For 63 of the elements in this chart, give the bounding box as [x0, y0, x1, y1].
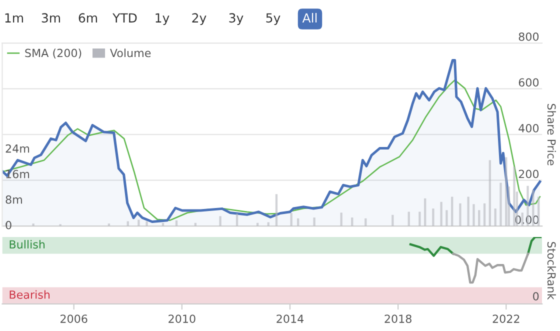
bar [505, 157, 508, 226]
bar [537, 196, 540, 226]
band-label: Bullish [10, 240, 45, 249]
x-tick-label: 2014 [276, 314, 304, 324]
x-tick-label: 2022 [492, 314, 520, 324]
y2-tick-label: 8m [6, 195, 22, 204]
bar [418, 212, 421, 226]
bar [219, 216, 222, 226]
x-tick-label: 2010 [168, 314, 196, 324]
y2-tick-label: 0 [6, 220, 12, 230]
bar [146, 221, 148, 226]
x-tick-label: 2018 [384, 314, 412, 324]
bar [513, 166, 516, 226]
y-tick-label: 800 [518, 32, 539, 41]
bar [108, 224, 110, 226]
text: 3y [229, 13, 244, 26]
bar [451, 196, 454, 226]
bar [494, 208, 496, 226]
bar [236, 214, 238, 226]
y-tick-label: 0.00 [515, 216, 539, 224]
bar [138, 220, 140, 226]
y2-tick-label: 24m [6, 144, 30, 153]
y-tick-label: 400 [518, 124, 539, 132]
text: 5y [266, 13, 280, 26]
bar [446, 210, 448, 226]
bar [364, 218, 367, 226]
text: 2y [192, 13, 206, 26]
bar [488, 160, 492, 226]
bar [290, 213, 292, 226]
bar [459, 203, 462, 226]
x-tick-label: 2006 [60, 314, 88, 324]
text: 1y [156, 13, 170, 26]
band-label: Bearish [10, 290, 50, 299]
bar [313, 217, 316, 226]
bar [297, 218, 300, 226]
bar [340, 212, 342, 226]
y-axis-title: StockRank [547, 242, 556, 300]
annotation: 0 [533, 292, 539, 300]
bar [500, 182, 502, 226]
bar [508, 186, 510, 226]
bar [351, 217, 354, 226]
text: 3m [42, 13, 60, 23]
bar [392, 214, 394, 226]
y-tick-label: 600 [518, 78, 539, 87]
text: 1m [5, 13, 24, 22]
bar [424, 198, 426, 226]
y-axis-title: Share Price [547, 104, 556, 166]
bar [483, 203, 486, 226]
text: 6m [78, 13, 98, 23]
bar [472, 204, 475, 226]
bar [408, 212, 410, 226]
bar [440, 202, 442, 226]
bar [267, 222, 270, 226]
y-tick-label: 200 [518, 170, 539, 178]
bar [478, 210, 480, 226]
text: YTD [112, 13, 137, 22]
bar [32, 224, 34, 226]
legend-label: SMA (200) [25, 48, 82, 58]
bar [467, 196, 470, 226]
bar [432, 208, 434, 226]
text: All [302, 12, 317, 22]
bar [275, 194, 278, 226]
legend-label: Volume [110, 48, 151, 58]
